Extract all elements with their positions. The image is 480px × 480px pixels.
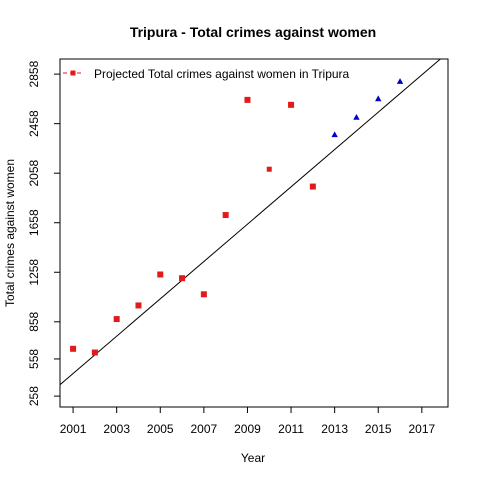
data-point-projected <box>396 78 404 84</box>
x-tick-label: 2011 <box>278 422 304 436</box>
trend-line <box>60 59 441 386</box>
x-tick-label: 2017 <box>408 422 435 436</box>
y-tick-label: 2858 <box>27 60 41 87</box>
data-point-actual <box>244 96 251 103</box>
x-tick-label: 2009 <box>234 422 261 436</box>
data-point-actual <box>288 101 295 108</box>
x-tick-label: 2007 <box>191 422 218 436</box>
x-tick-label: 2003 <box>103 422 130 436</box>
y-axis: 258 558 858 1258 1658 2058 2458 2858 <box>27 60 60 406</box>
data-point-actual <box>135 302 142 309</box>
data-point-actual <box>309 183 316 190</box>
data-point-actual <box>70 345 77 352</box>
data-point-projected <box>331 131 338 138</box>
data-point-actual <box>113 316 120 323</box>
data-marks <box>60 59 441 386</box>
data-point-fitted <box>266 166 272 172</box>
x-tick-label: 2015 <box>365 422 392 436</box>
data-point-actual <box>222 212 229 219</box>
y-tick-label: 2058 <box>27 160 41 187</box>
data-point-actual <box>157 271 164 278</box>
y-tick-label: 1258 <box>27 259 41 286</box>
legend-marker <box>70 70 76 76</box>
y-axis-label: Total crimes against women <box>3 159 17 307</box>
y-tick-label: 1658 <box>27 209 41 236</box>
y-tick-label: 2458 <box>27 110 41 137</box>
legend: Projected Total crimes against women in … <box>63 67 350 81</box>
x-tick-label: 2005 <box>147 422 174 436</box>
data-point-actual <box>179 275 186 282</box>
legend-entry-label: Projected Total crimes against women in … <box>94 67 350 81</box>
data-point-actual <box>200 291 207 298</box>
x-tick-label: 2013 <box>321 422 348 436</box>
chart-title: Tripura - Total crimes against women <box>130 24 376 40</box>
y-tick-label: 258 <box>27 386 41 406</box>
y-tick-label: 558 <box>27 349 41 369</box>
data-point-actual <box>91 349 98 356</box>
x-tick-label: 2001 <box>60 422 87 436</box>
x-axis: 2001 2003 2005 2007 2009 2011 2013 2015 2017 <box>60 407 436 436</box>
data-point-projected <box>375 95 382 102</box>
plot-frame <box>59 58 449 408</box>
y-tick-label: 858 <box>27 311 41 331</box>
x-axis-label: Year <box>241 451 265 465</box>
data-point-projected <box>353 114 360 120</box>
